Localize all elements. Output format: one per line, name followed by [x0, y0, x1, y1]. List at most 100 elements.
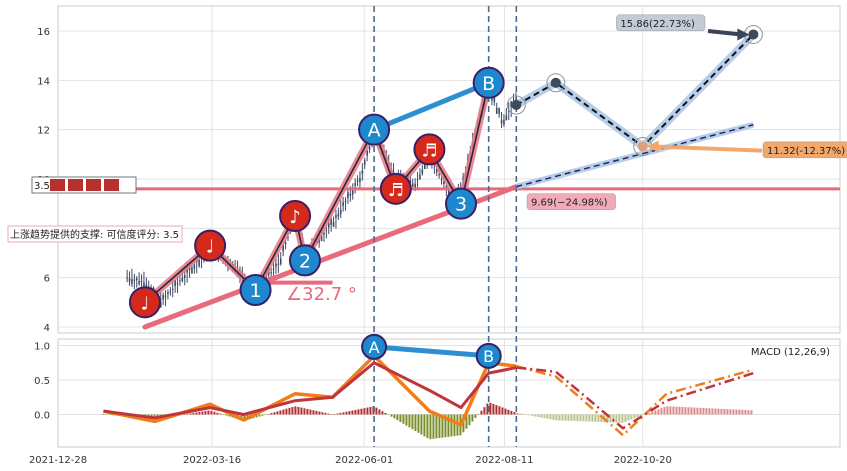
macd-hist-bar	[696, 407, 699, 415]
candle-body	[351, 189, 354, 195]
macd-hist-bar	[543, 414, 546, 419]
candle-body	[505, 115, 508, 121]
candle-body	[330, 219, 332, 225]
candle-body	[447, 190, 450, 194]
macd-hist-bar	[381, 411, 384, 415]
signal-line	[103, 361, 517, 420]
macd-hist-bar	[219, 413, 222, 415]
macd-hist-bar	[537, 414, 540, 418]
candle-body	[339, 209, 342, 215]
candle-body	[282, 245, 284, 252]
macd-hist-bar	[573, 414, 576, 421]
panel-1-frame	[57, 5, 841, 334]
macd-y-tick-label: 0.5	[34, 376, 50, 387]
projection-node	[550, 77, 561, 88]
candle-body	[126, 277, 128, 279]
macd-hist-bar	[432, 414, 435, 439]
macd-hist-bar	[624, 414, 627, 422]
candle-body	[162, 294, 164, 300]
macd-hist-bar	[336, 413, 339, 415]
macd-hist-bar	[327, 413, 330, 415]
macd-hist-bar	[339, 412, 342, 415]
candle-body	[284, 242, 287, 245]
y-tick-label: 12	[37, 126, 50, 137]
candle-body	[368, 146, 371, 150]
macd-hist-bar	[384, 413, 387, 415]
candle-body	[143, 282, 145, 288]
candle-body	[275, 263, 277, 267]
macd-hist-bar	[426, 414, 429, 439]
candle-body	[183, 275, 186, 279]
candle-body	[421, 169, 424, 174]
y-tick-label: 14	[37, 76, 50, 87]
macd-hist-bar	[633, 414, 636, 419]
macd-y-tick-label: 0.0	[34, 411, 50, 422]
macd-hist-bar	[354, 409, 357, 415]
macd-hist-bar	[522, 414, 525, 415]
x-tick-label: 2022-08-11	[475, 455, 533, 466]
macd-hist-bar	[486, 403, 489, 415]
macd-hist-bar	[393, 414, 396, 419]
macd-hist-bar	[600, 414, 603, 422]
macd-hist-bar	[489, 402, 492, 415]
macd-hist-bar	[105, 414, 108, 415]
candle-body	[361, 170, 364, 174]
macd-hist-bar	[642, 414, 645, 415]
candle-body	[438, 174, 440, 176]
macd-hist-bar	[282, 409, 285, 415]
low-arrow	[654, 144, 763, 153]
macd-hist-bar	[606, 414, 609, 423]
macd-hist-bar	[663, 406, 666, 415]
macd-hist-bar	[660, 408, 663, 415]
wave-point-label: 2	[299, 250, 311, 272]
candle-body	[191, 267, 193, 274]
candle-body	[435, 169, 438, 173]
macd-hist-bar	[699, 407, 702, 415]
wave-point-label: ♪	[289, 207, 301, 228]
projection-node	[511, 100, 522, 110]
macd-hist-bar	[204, 411, 207, 415]
candle-body	[359, 177, 361, 183]
x-tick-label: 2022-03-16	[183, 455, 241, 466]
candle-body	[409, 180, 412, 183]
macd-hist-bar	[405, 414, 408, 426]
candle-body	[411, 183, 414, 187]
macd-hist-bar	[318, 411, 321, 415]
wave-path-line	[144, 82, 490, 303]
macd-hist-bar	[450, 414, 453, 437]
wave-point	[379, 172, 412, 205]
wave-point	[288, 244, 321, 277]
macd-hist-bar	[453, 414, 456, 437]
resistance-note: 3.5	[34, 181, 50, 192]
macd-hist-bar	[387, 414, 390, 415]
macd-hist-bar	[480, 410, 483, 415]
macd-hist-bar	[351, 410, 354, 415]
macd-wave-point-label: B	[483, 347, 494, 366]
candle-body	[356, 180, 359, 182]
macd-hist-bar	[411, 414, 414, 430]
wave-point-label: 1	[250, 280, 262, 302]
macd-hist-bar	[330, 414, 333, 415]
macd-hist-bar	[435, 414, 438, 439]
macd-hist-bar	[636, 414, 639, 418]
macd-hist-bar	[483, 407, 486, 415]
macd-hist-bar	[258, 414, 261, 417]
candle-body	[325, 230, 328, 232]
wave-point-label: ♩	[206, 237, 215, 258]
macd-hist-bar	[720, 408, 723, 415]
macd-hist-bar	[429, 414, 432, 440]
macd-hist-bar	[198, 411, 201, 415]
x-tick-label: 2021-12-28	[29, 455, 87, 466]
macd-hist-bar	[549, 414, 552, 420]
candle-body	[500, 119, 503, 124]
macd-hist-bar	[726, 409, 729, 415]
macd-hist-bar	[630, 414, 633, 420]
candle-body	[128, 278, 131, 282]
macd-hist-bar	[300, 407, 303, 415]
macd-hist-bar	[348, 411, 351, 415]
macd-hist-bar	[540, 414, 543, 418]
projection-node	[637, 141, 648, 152]
macd-hist-bar	[270, 413, 273, 415]
macd-hist-bar	[591, 414, 594, 422]
projection-path	[515, 33, 755, 148]
